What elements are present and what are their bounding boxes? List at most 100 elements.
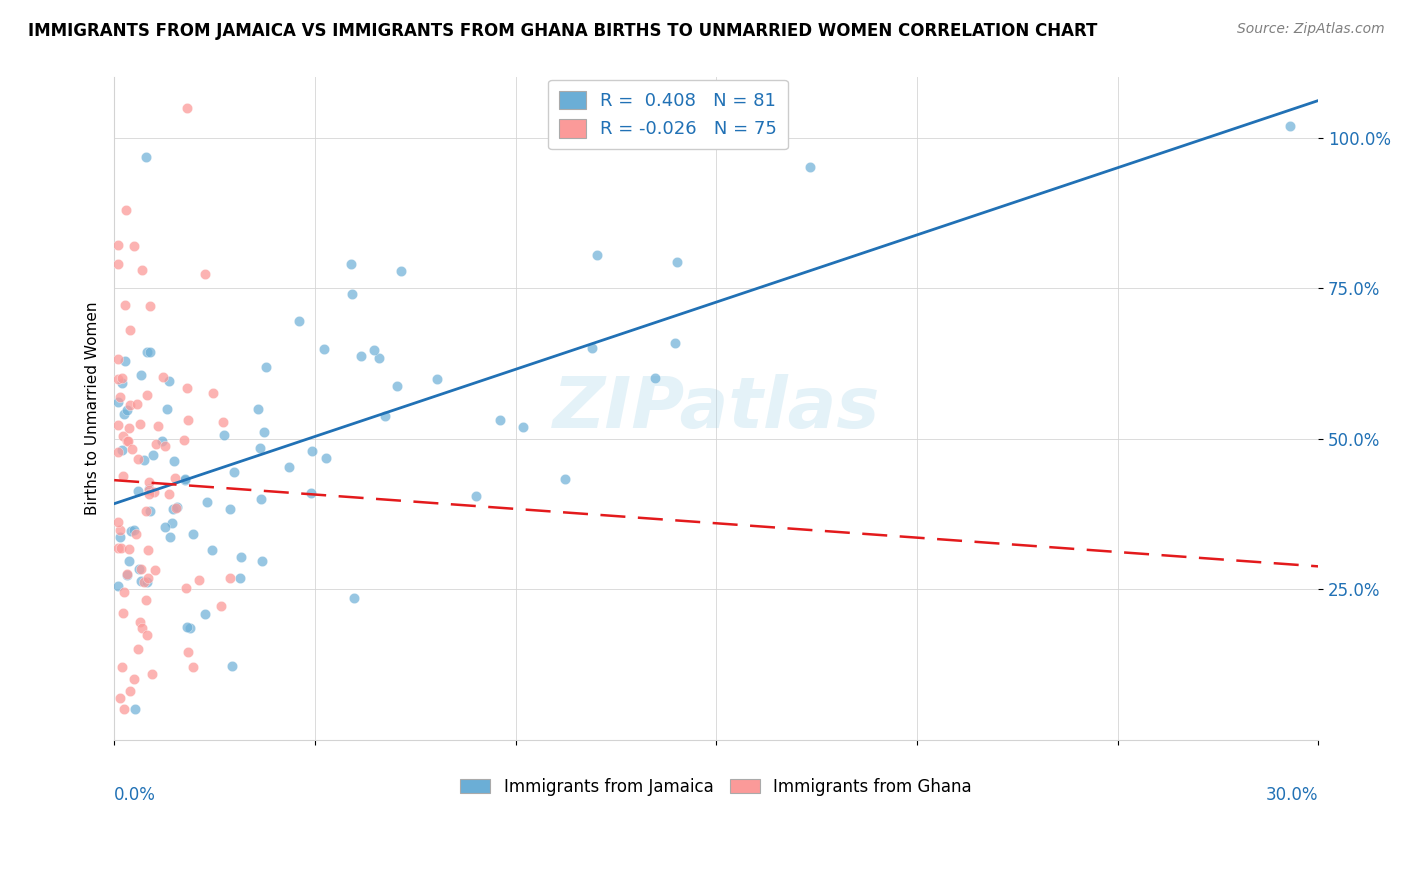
Point: [150, 434, 173, 449]
Point: [120, 323, 142, 337]
Point: [194, 607, 217, 622]
Text: IMMIGRANTS FROM JAMAICA VS IMMIGRANTS FROM GHANA BIRTHS TO UNMARRIED WOMEN CORRE: IMMIGRANTS FROM JAMAICA VS IMMIGRANTS FR…: [28, 22, 1098, 40]
Point: [122, 673, 145, 687]
Point: [110, 390, 132, 404]
Point: [312, 343, 335, 357]
Point: [111, 606, 134, 620]
Point: [277, 459, 299, 474]
Point: [165, 500, 187, 515]
Text: Source: ZipAtlas.com: Source: ZipAtlas.com: [1237, 22, 1385, 37]
Point: [115, 202, 138, 217]
Point: [387, 379, 409, 393]
Text: ZIPatlas: ZIPatlas: [553, 374, 880, 443]
Point: [124, 702, 146, 716]
Point: [112, 428, 135, 442]
Point: [121, 442, 143, 456]
Point: [128, 562, 150, 576]
Point: [249, 491, 271, 506]
Point: [138, 483, 160, 497]
Point: [131, 574, 153, 588]
Point: [554, 472, 576, 486]
Text: 0.0%: 0.0%: [114, 786, 156, 804]
Point: [343, 591, 366, 605]
Point: [231, 550, 253, 565]
Point: [129, 561, 152, 575]
Point: [581, 341, 603, 355]
Point: [162, 516, 184, 530]
Point: [111, 371, 134, 385]
Point: [107, 371, 129, 385]
Point: [122, 523, 145, 537]
Point: [194, 267, 217, 281]
Point: [176, 413, 198, 427]
Point: [201, 385, 224, 400]
Point: [136, 388, 159, 402]
Point: [111, 376, 134, 390]
Point: [389, 264, 412, 278]
Point: [363, 343, 385, 357]
Point: [136, 344, 159, 359]
Point: [153, 438, 176, 452]
Point: [138, 487, 160, 501]
Point: [117, 434, 139, 449]
Point: [644, 370, 666, 384]
Point: [187, 573, 209, 587]
Point: [350, 350, 373, 364]
Point: [141, 666, 163, 681]
Point: [108, 691, 131, 706]
Point: [127, 452, 149, 467]
Point: [156, 401, 179, 416]
Text: 30.0%: 30.0%: [1265, 786, 1319, 804]
Point: [143, 485, 166, 500]
Point: [107, 515, 129, 529]
Point: [107, 257, 129, 271]
Point: [136, 542, 159, 557]
Point: [512, 420, 534, 434]
Point: [219, 502, 242, 516]
Point: [174, 472, 197, 486]
Point: [368, 351, 391, 366]
Point: [177, 645, 200, 659]
Point: [139, 299, 162, 313]
Point: [138, 483, 160, 497]
Point: [136, 571, 159, 585]
Point: [229, 571, 252, 585]
Point: [120, 398, 142, 412]
Point: [174, 474, 197, 488]
Point: [222, 465, 245, 479]
Point: [201, 543, 224, 558]
Point: [115, 568, 138, 582]
Point: [108, 523, 131, 537]
Point: [176, 101, 198, 115]
Point: [426, 372, 449, 386]
Point: [219, 571, 242, 585]
Point: [195, 495, 218, 509]
Point: [340, 257, 363, 271]
Point: [159, 374, 181, 388]
Point: [112, 585, 135, 599]
Point: [173, 433, 195, 447]
Point: [159, 530, 181, 544]
Point: [135, 150, 157, 164]
Point: [464, 489, 486, 503]
Point: [118, 542, 141, 557]
Point: [110, 541, 132, 555]
Point: [107, 351, 129, 366]
Point: [163, 471, 186, 485]
Point: [586, 247, 609, 261]
Point: [107, 445, 129, 459]
Point: [112, 408, 135, 422]
Point: [131, 621, 153, 635]
Point: [166, 500, 188, 515]
Point: [107, 579, 129, 593]
Point: [107, 395, 129, 409]
Point: [117, 434, 139, 448]
Point: [125, 397, 148, 411]
Point: [374, 409, 396, 423]
Point: [181, 527, 204, 541]
Point: [162, 501, 184, 516]
Point: [340, 286, 363, 301]
Point: [288, 314, 311, 328]
Point: [138, 475, 160, 489]
Point: [111, 660, 134, 674]
